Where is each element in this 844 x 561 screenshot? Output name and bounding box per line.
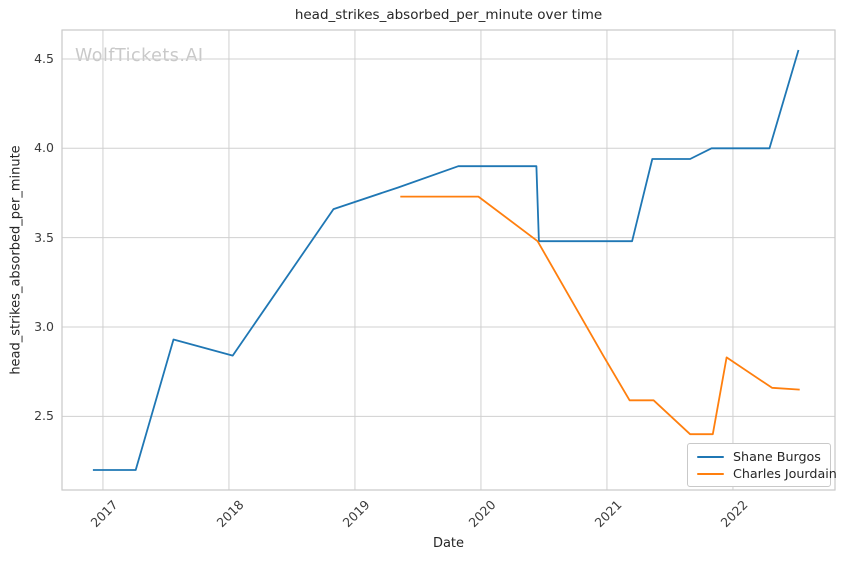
x-axis-label: Date [432,536,465,551]
watermark: WolfTickets.AI [75,46,204,66]
y-axis-label: head_strikes_absorbed_per_minute [8,145,24,375]
legend-item-charles-jourdain: Charles Jourdain [697,465,837,482]
legend-item-shane-burgos: Shane Burgos [697,448,830,465]
y-tick-label: 3.0 [34,319,54,335]
legend-label: Shane Burgos [733,449,821,464]
legend-label: Charles Jourdain [733,466,837,481]
legend-line-swatch-orange [697,472,724,475]
y-tick-label: 2.5 [34,408,54,424]
y-tick-label: 4.0 [34,140,54,156]
y-tick-label: 3.5 [34,229,54,245]
chart-title: head_strikes_absorbed_per_minute over ti… [294,7,603,23]
y-tick-label: 4.5 [34,50,54,66]
legend-line-swatch-blue [697,455,724,458]
legend: Shane Burgos Charles Jourdain [687,443,837,487]
